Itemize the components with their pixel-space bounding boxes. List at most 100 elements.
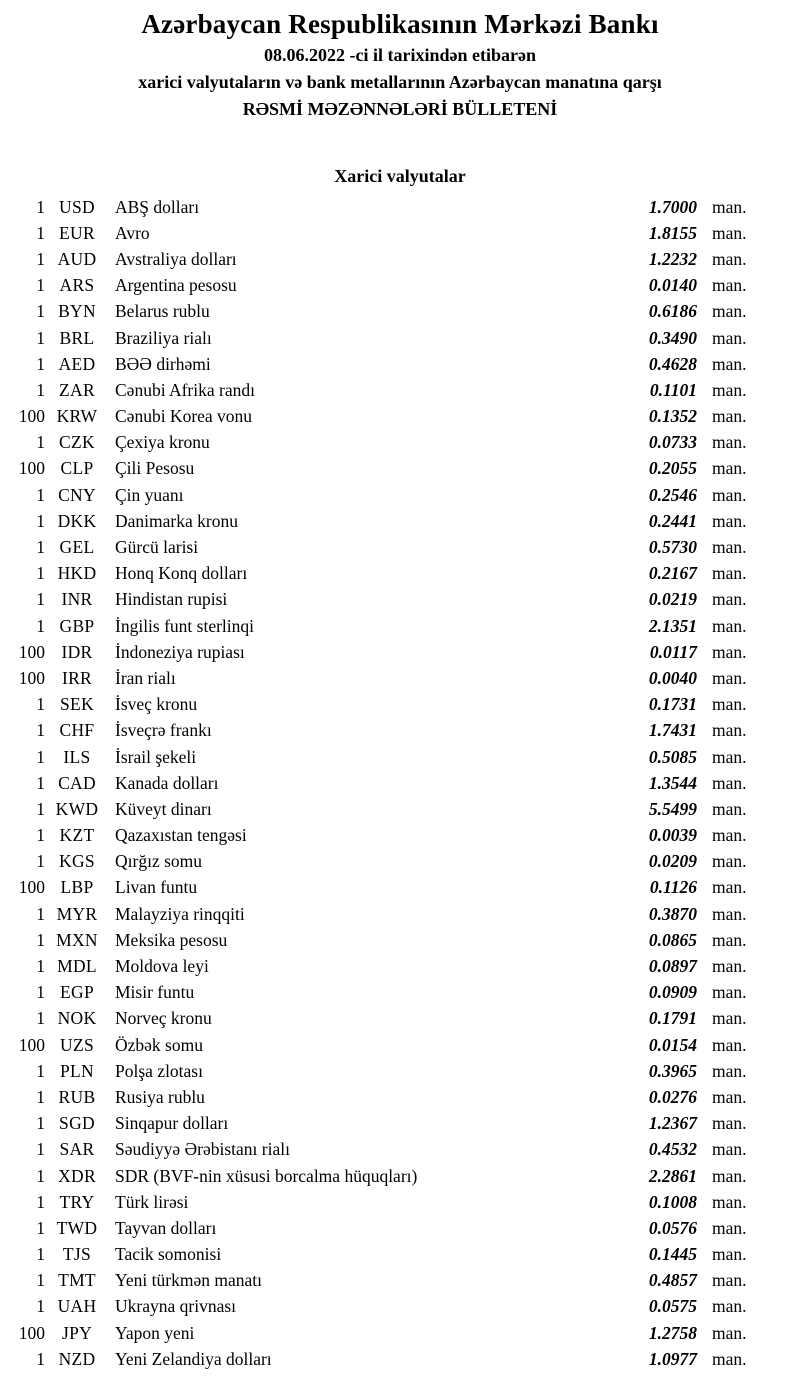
rate-unit: man. [712,982,747,1003]
rate-value: 2.2861 [648,1165,697,1186]
rate-value: 0.0154 [648,1034,697,1055]
rate-unit: man. [712,667,747,688]
currency-code: PLN [60,1060,94,1081]
unit-amount: 1 [36,1191,45,1212]
rate-row-irr: 100 IRR İran rialı 0.0040 man. [0,665,800,691]
currency-name: Danimarka kronu [115,510,238,531]
rate-unit: man. [712,1008,747,1029]
rate-row-rub: 1 RUB Rusiya rublu 0.0276 man. [0,1084,800,1110]
rate-unit: man. [712,1034,747,1055]
currency-code: GEL [59,537,95,558]
rate-row-eur: 1 EUR Avro 1.8155 man. [0,220,800,246]
rate-row-kzt: 1 KZT Qazaxıstan tengəsi 0.0039 man. [0,823,800,849]
rate-row-aud: 1 AUD Avstraliya dolları 1.2232 man. [0,246,800,272]
currency-name: Türk lirəsi [115,1191,189,1212]
rate-row-xdr: 1 XDR SDR (BVF-nin xüsusi borcalma hüquq… [0,1163,800,1189]
rate-unit: man. [712,1322,747,1343]
rate-value: 0.0909 [648,982,697,1003]
rate-row-brl: 1 BRL Braziliya rialı 0.3490 man. [0,325,800,351]
rate-row-jpy: 100 JPY Yapon yeni 1.2758 man. [0,1320,800,1346]
rate-row-myr: 1 MYR Malayziya rinqqiti 0.3870 man. [0,901,800,927]
rate-value: 0.4532 [648,1139,697,1160]
rate-row-idr: 100 IDR İndoneziya rupiası 0.0117 man. [0,639,800,665]
currency-name: Küveyt dinarı [115,798,212,819]
rate-value: 0.2055 [648,458,697,479]
rate-unit: man. [712,222,747,243]
currency-code: INR [61,589,93,610]
currency-name: Çexiya kronu [115,432,210,453]
currency-name: Argentina pesosu [115,275,237,296]
rate-unit: man. [712,589,747,610]
currency-code: CLP [60,458,94,479]
currency-name: Qazaxıstan tengəsi [115,825,247,846]
rate-unit: man. [712,1270,747,1291]
rate-row-chf: 1 CHF İsveçrə frankı 1.7431 man. [0,718,800,744]
currency-name: Tacik somonisi [115,1244,222,1265]
rate-unit: man. [712,1217,747,1238]
subject-line: xarici valyutaların və bank metallarının… [138,72,662,92]
rate-row-twd: 1 TWD Tayvan dolları 0.0576 man. [0,1215,800,1241]
rate-unit: man. [712,484,747,505]
currency-name: İran rialı [115,667,176,688]
rate-value: 0.1791 [648,1008,697,1029]
rate-unit: man. [712,432,747,453]
rate-value: 0.0039 [648,825,697,846]
currency-code: MXN [56,929,98,950]
unit-amount: 100 [18,1034,45,1055]
unit-amount: 1 [36,1086,45,1107]
unit-amount: 1 [36,1165,45,1186]
unit-amount: 1 [36,589,45,610]
currency-name: Cənubi Afrika randı [115,379,255,400]
rate-row-clp: 100 CLP Çili Pesosu 0.2055 man. [0,456,800,482]
currency-code: JPY [61,1322,93,1343]
rate-row-mdl: 1 MDL Moldova leyi 0.0897 man. [0,953,800,979]
currency-name: İngilis funt sterlinqi [115,615,255,636]
currency-name: Polşa zlotası [115,1060,203,1081]
rate-row-ils: 1 ILS İsrail şekeli 0.5085 man. [0,744,800,770]
rate-row-sek: 1 SEK İsveç kronu 0.1731 man. [0,692,800,718]
rate-row-sgd: 1 SGD Sinqapur dolları 1.2367 man. [0,1111,800,1137]
bulletin-title-line: RƏSMİ MƏZƏNNƏLƏRİ BÜLLETENİ [242,99,558,119]
rate-row-egp: 1 EGP Misir funtu 0.0909 man. [0,980,800,1006]
currency-code: DKK [57,510,97,531]
rate-value: 1.2758 [648,1322,697,1343]
exchange-rates-table: 1 USD ABŞ dolları 1.7000 man. 1 EUR Avro… [0,194,800,1372]
unit-amount: 1 [36,1060,45,1081]
unit-amount: 100 [18,406,45,427]
rate-value: 0.5730 [648,537,697,558]
rate-unit: man. [712,510,747,531]
currency-name: Hindistan rupisi [115,589,228,610]
rate-unit: man. [712,641,747,662]
rate-unit: man. [712,301,747,322]
rate-unit: man. [712,248,747,269]
rate-unit: man. [712,379,747,400]
currency-code: ZAR [59,379,95,400]
rate-value: 1.2232 [648,248,697,269]
unit-amount: 1 [36,720,45,741]
currency-code: BRL [59,327,95,348]
rate-row-mxn: 1 MXN Meksika pesosu 0.0865 man. [0,927,800,953]
rate-value: 0.0040 [648,667,697,688]
rate-row-pln: 1 PLN Polşa zlotası 0.3965 man. [0,1058,800,1084]
rate-value: 0.3870 [648,903,697,924]
rate-unit: man. [712,851,747,872]
unit-amount: 100 [18,641,45,662]
rate-row-hkd: 1 HKD Honq Konq dolları 0.2167 man. [0,561,800,587]
unit-amount: 1 [36,851,45,872]
currency-code: ARS [59,275,95,296]
currency-name: Yeni Zelandiya dolları [115,1348,272,1369]
currency-code: TMT [58,1270,96,1291]
rate-row-inr: 1 INR Hindistan rupisi 0.0219 man. [0,587,800,613]
unit-amount: 1 [36,432,45,453]
currency-code: GBP [59,615,95,636]
rate-unit: man. [712,772,747,793]
currency-name: Rusiya rublu [115,1086,205,1107]
rate-value: 0.0865 [648,929,697,950]
rate-value: 1.2367 [648,1113,697,1134]
bulletin-header: Azərbaycan Respublikasının Mərkəzi Bankı… [0,6,800,123]
currency-name: İsveçrə frankı [115,720,212,741]
unit-amount: 1 [36,1008,45,1029]
unit-amount: 100 [18,1322,45,1343]
rate-unit: man. [712,537,747,558]
